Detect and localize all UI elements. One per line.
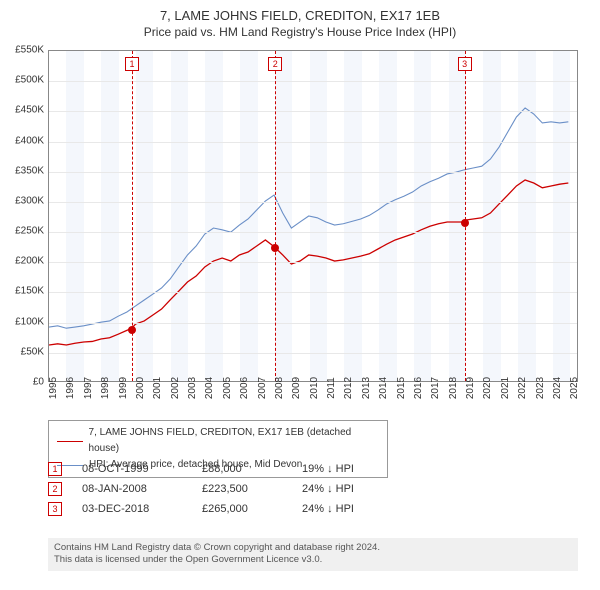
legend-swatch-property <box>57 441 83 442</box>
x-tick-label: 2015 <box>396 377 407 399</box>
event-price: £223,500 <box>202 483 282 495</box>
event-hpi: 24% ↓ HPI <box>302 503 392 515</box>
y-tick-label: £400K <box>15 135 44 146</box>
plot-area: 1 2 3 <box>48 50 578 382</box>
y-tick-label: £0 <box>33 377 44 388</box>
event-date: 08-JAN-2008 <box>82 483 182 495</box>
y-tick-label: £550K <box>15 45 44 56</box>
event-hpi: 19% ↓ HPI <box>302 463 392 475</box>
x-tick-label: 2022 <box>517 377 528 399</box>
x-tick-label: 2013 <box>361 377 372 399</box>
x-tick-label: 1997 <box>83 377 94 399</box>
event-date: 03-DEC-2018 <box>82 503 182 515</box>
x-tick-label: 1995 <box>48 377 59 399</box>
event-row: 2 08-JAN-2008 £223,500 24% ↓ HPI <box>48 482 392 496</box>
x-tick-label: 2018 <box>448 377 459 399</box>
y-tick-label: £100K <box>15 316 44 327</box>
x-tick-label: 2008 <box>274 377 285 399</box>
y-tick-label: £500K <box>15 75 44 86</box>
x-tick-label: 2025 <box>569 377 580 399</box>
y-tick-label: £350K <box>15 165 44 176</box>
x-tick-label: 2007 <box>257 377 268 399</box>
x-tick-label: 2005 <box>222 377 233 399</box>
x-tick-label: 2017 <box>430 377 441 399</box>
x-tick-label: 2011 <box>326 377 337 399</box>
chart-titles: 7, LAME JOHNS FIELD, CREDITON, EX17 1EB … <box>0 0 600 39</box>
x-tick-label: 1999 <box>118 377 129 399</box>
y-tick-label: £250K <box>15 226 44 237</box>
marker-box: 2 <box>268 57 282 71</box>
event-row: 1 08-OCT-1999 £88,000 19% ↓ HPI <box>48 462 392 476</box>
event-hpi: 24% ↓ HPI <box>302 483 392 495</box>
legend-row-property: 7, LAME JOHNS FIELD, CREDITON, EX17 1EB … <box>57 425 379 457</box>
x-tick-label: 2020 <box>482 377 493 399</box>
y-tick-label: £300K <box>15 195 44 206</box>
x-tick-label: 2012 <box>343 377 354 399</box>
x-tick-label: 2023 <box>535 377 546 399</box>
legend-label-property: 7, LAME JOHNS FIELD, CREDITON, EX17 1EB … <box>89 425 379 457</box>
event-num-box: 3 <box>48 502 62 516</box>
x-tick-label: 2009 <box>291 377 302 399</box>
x-tick-label: 2000 <box>135 377 146 399</box>
x-tick-label: 2010 <box>309 377 320 399</box>
x-tick-label: 1996 <box>65 377 76 399</box>
x-tick-label: 2001 <box>152 377 163 399</box>
marker-dot <box>128 326 136 334</box>
y-tick-label: £50K <box>21 346 44 357</box>
y-tick-label: £200K <box>15 256 44 267</box>
event-price: £88,000 <box>202 463 282 475</box>
marker-dot <box>461 219 469 227</box>
marker-box: 1 <box>125 57 139 71</box>
x-tick-label: 2021 <box>500 377 511 399</box>
x-tick-label: 2016 <box>413 377 424 399</box>
footnote-line2: This data is licensed under the Open Gov… <box>54 554 572 566</box>
marker-box: 3 <box>458 57 472 71</box>
event-price: £265,000 <box>202 503 282 515</box>
x-tick-label: 2014 <box>378 377 389 399</box>
footnote-box: Contains HM Land Registry data © Crown c… <box>48 538 578 571</box>
x-tick-label: 2004 <box>204 377 215 399</box>
x-tick-label: 2003 <box>187 377 198 399</box>
event-date: 08-OCT-1999 <box>82 463 182 475</box>
x-tick-label: 1998 <box>100 377 111 399</box>
event-num-box: 1 <box>48 462 62 476</box>
x-tick-label: 2019 <box>465 377 476 399</box>
x-tick-label: 2006 <box>239 377 250 399</box>
chart-title-address: 7, LAME JOHNS FIELD, CREDITON, EX17 1EB <box>0 8 600 23</box>
footnote-line1: Contains HM Land Registry data © Crown c… <box>54 542 572 554</box>
x-tick-label: 2024 <box>552 377 563 399</box>
events-table: 1 08-OCT-1999 £88,000 19% ↓ HPI 2 08-JAN-2008… <box>48 462 392 522</box>
x-tick-label: 2002 <box>170 377 181 399</box>
y-tick-label: £450K <box>15 105 44 116</box>
event-row: 3 03-DEC-2018 £265,000 24% ↓ HPI <box>48 502 392 516</box>
chart-container: 1 2 3 £0 £50K £100K £150K £200K £250K £300K £350K… <box>0 50 600 415</box>
y-tick-label: £150K <box>15 286 44 297</box>
event-num-box: 2 <box>48 482 62 496</box>
chart-title-subtitle: Price paid vs. HM Land Registry's House … <box>0 25 600 39</box>
marker-dot <box>271 244 279 252</box>
